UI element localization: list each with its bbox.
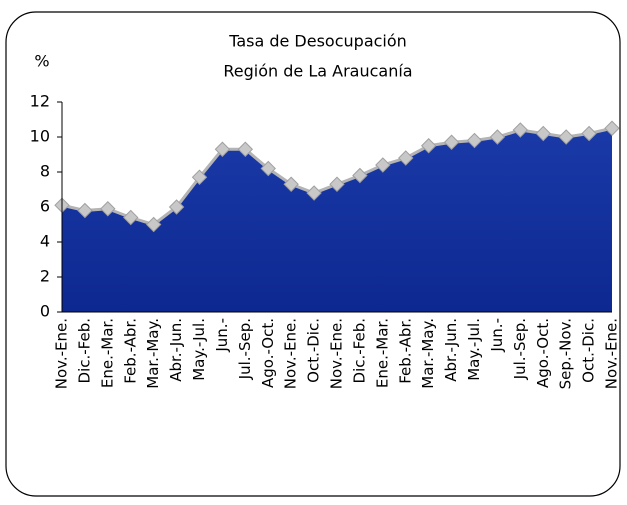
x-tick-label: Ene.-Mar.	[373, 318, 391, 388]
y-tick-label: 2	[40, 267, 50, 286]
x-tick-label: Jul.-Sep.	[236, 318, 254, 380]
marker	[329, 176, 345, 192]
chart-title: Tasa de Desocupación	[228, 32, 407, 51]
chart-subtitle: Región de La Araucanía	[223, 62, 412, 81]
x-tick-label: Ene.-Mar.	[98, 318, 116, 388]
marker	[214, 141, 231, 157]
y-tick-label: 12	[30, 92, 50, 111]
x-tick-label: Nov.-Ene.	[328, 318, 346, 389]
marker	[100, 201, 116, 217]
x-tick-label: May.-Jul.	[190, 318, 208, 381]
chart-border	[5, 11, 621, 497]
x-tick-label: Nov.-Ene.	[53, 318, 71, 389]
x-tick-label: Mar.-May.	[144, 318, 162, 389]
x-tick-label: Sep.-Nov.	[557, 318, 575, 389]
marker	[489, 129, 506, 145]
x-tick-label: Dic.-Feb.	[350, 318, 368, 383]
marker	[306, 185, 322, 201]
x-tick-label: Feb.-Abr.	[396, 318, 414, 384]
marker	[558, 129, 574, 145]
x-tick-label: Jun.-	[488, 318, 506, 353]
marker	[283, 176, 299, 192]
y-tick-label: 6	[40, 197, 50, 216]
marker	[443, 134, 460, 150]
x-tick-label: May.-Jul.	[465, 318, 483, 381]
x-tick-label: Abr.-Jun.	[442, 318, 460, 382]
x-tick-label: Oct.-Dic.	[305, 318, 323, 383]
marker	[375, 157, 391, 173]
marker	[123, 209, 139, 226]
area	[62, 128, 612, 312]
y-tick-label: 8	[40, 162, 50, 181]
marker	[145, 216, 162, 233]
x-tick-label: Jun.-	[213, 318, 231, 353]
marker	[420, 138, 437, 154]
marker	[260, 160, 276, 177]
x-tick-label: Nov.-Ene.	[603, 318, 621, 389]
marker	[535, 125, 551, 142]
marker	[191, 169, 208, 185]
y-tick-label: 0	[40, 302, 50, 321]
x-tick-label: Feb.-Abr.	[121, 318, 139, 384]
marker	[352, 167, 368, 184]
marker	[604, 120, 620, 136]
marker	[237, 141, 254, 157]
x-tick-label: Oct.-Dic.	[580, 318, 598, 383]
x-tick-label: Mar.-May.	[419, 318, 437, 389]
y-tick-label: 10	[30, 127, 50, 146]
x-tick-label: Ago.-Oct.	[534, 318, 552, 388]
marker	[581, 125, 597, 142]
marker	[512, 122, 529, 138]
marker	[77, 202, 93, 219]
y-axis-label: %	[34, 52, 49, 71]
x-tick-label: Ago.-Oct.	[259, 318, 277, 388]
marker	[466, 132, 483, 149]
x-tick-label: Abr.-Jun.	[167, 318, 185, 382]
marker	[398, 150, 414, 166]
x-tick-label: Jul.-Sep.	[511, 318, 529, 380]
marker	[168, 199, 185, 215]
x-tick-label: Nov.-Ene.	[282, 318, 300, 389]
y-tick-label: 4	[40, 232, 50, 251]
x-tick-label: Dic.-Feb.	[75, 318, 93, 383]
